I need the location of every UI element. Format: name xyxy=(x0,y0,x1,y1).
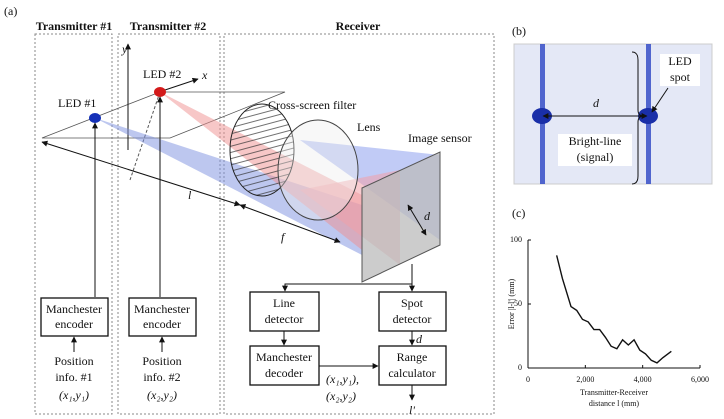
figure: (a) Transmitter #1 Transmitter #2 Receiv… xyxy=(0,0,724,419)
block-label: Position xyxy=(142,354,181,368)
block-label: Spot xyxy=(401,296,424,310)
y-tick-label: 100 xyxy=(510,235,522,244)
panel-label: (c) xyxy=(512,206,525,220)
lens xyxy=(278,120,358,220)
x-tick-label: 0 xyxy=(526,375,530,384)
dim-label: d xyxy=(424,209,431,223)
led2 xyxy=(154,87,166,97)
signal-label: (x₁,y₁), xyxy=(326,372,359,386)
annotation: Bright-line xyxy=(569,134,622,148)
block-label: Line xyxy=(273,296,295,310)
block-label: Range xyxy=(397,350,428,364)
panel-label: (a) xyxy=(4,4,17,18)
component-label: Lens xyxy=(357,120,381,134)
annotation: LED xyxy=(668,54,692,68)
y-axis-label: Error |l-l'| (mm) xyxy=(507,278,516,329)
error-line xyxy=(557,255,672,363)
block-label: info. #2 xyxy=(143,370,180,384)
x-axis-label: distance l (mm) xyxy=(589,399,640,408)
led1 xyxy=(89,113,101,123)
dim-label: d xyxy=(593,96,600,110)
component-label: Image sensor xyxy=(408,131,472,145)
signal-label: d xyxy=(416,332,423,346)
block-label: decoder xyxy=(265,366,303,380)
block-label: (x₁,y₁) xyxy=(59,388,89,402)
led-label: LED #1 xyxy=(58,96,96,110)
axis-label: y xyxy=(121,42,128,56)
led-label: LED #2 xyxy=(143,67,181,81)
x-axis-label: Transmitter-Receiver xyxy=(580,388,648,397)
component-label: Cross-screen filter xyxy=(268,98,356,112)
block-label: Manchester xyxy=(46,302,102,316)
block-label: encoder xyxy=(55,317,93,331)
panel-label: (b) xyxy=(512,24,526,38)
signal-label: (x₂,y₂) xyxy=(326,389,356,403)
dim-label: f xyxy=(281,230,286,244)
annotation: (signal) xyxy=(577,150,614,164)
block-label: Manchester xyxy=(134,302,190,316)
block-label: Position xyxy=(54,354,93,368)
signal-label: l' xyxy=(409,403,415,417)
flow-arrow xyxy=(285,264,412,291)
block-label: info. #1 xyxy=(55,370,92,384)
block-label: (x₂,y₂) xyxy=(147,388,177,402)
x-tick-label: 4,000 xyxy=(634,375,652,384)
section-title: Receiver xyxy=(336,19,381,33)
x-tick-label: 2,000 xyxy=(576,375,594,384)
x-tick-label: 6,000 xyxy=(691,375,709,384)
x-axis-arrow xyxy=(162,79,198,91)
block-label: detector xyxy=(393,312,432,326)
block-label: encoder xyxy=(143,317,181,331)
annotation: spot xyxy=(670,70,691,84)
axis-label: x xyxy=(201,68,208,82)
y-tick-label: 0 xyxy=(518,363,522,372)
block-label: calculator xyxy=(388,366,435,380)
block-label: detector xyxy=(265,312,304,326)
section-title: Transmitter #2 xyxy=(130,19,207,33)
section-title: Transmitter #1 xyxy=(36,19,113,33)
block-label: Manchester xyxy=(256,350,312,364)
